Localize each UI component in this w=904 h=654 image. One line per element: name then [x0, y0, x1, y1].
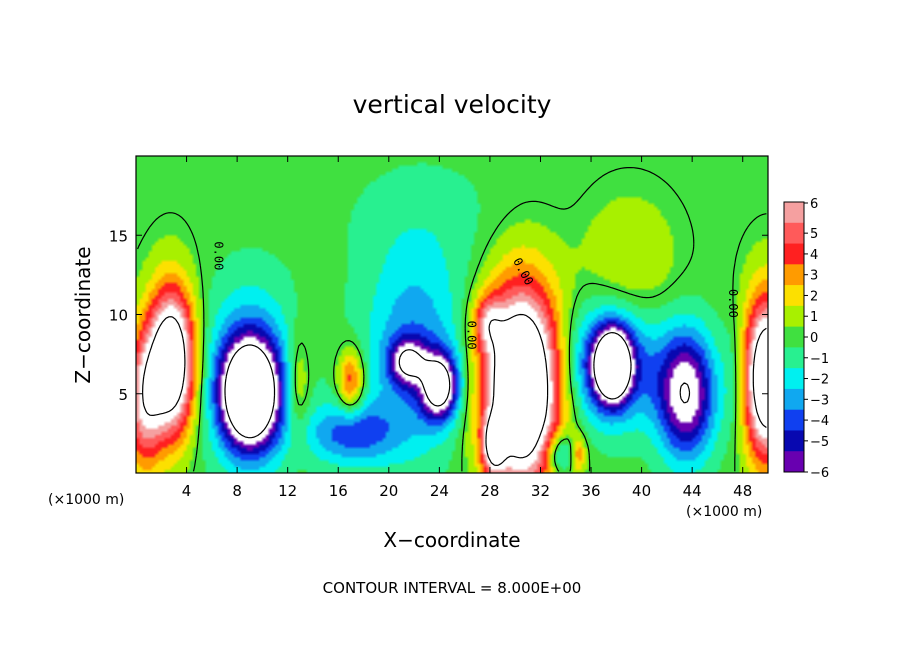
- x-unit-left: (×1000 m): [48, 492, 124, 508]
- x-tick-label: 4: [182, 482, 192, 500]
- colorbar-label: 2: [810, 289, 818, 304]
- y-tick-label: 10: [109, 307, 128, 325]
- colorbar-label: −6: [810, 466, 829, 481]
- velocity-heatmap: [136, 156, 768, 473]
- colorbar-label: 5: [810, 227, 818, 242]
- y-axis-label: Z−coordinate: [71, 246, 95, 383]
- colorbar-swatch: [784, 347, 804, 369]
- colorbar-label: −5: [810, 435, 829, 450]
- colorbar-label: 1: [810, 310, 818, 325]
- colorbar-swatch: [784, 264, 804, 286]
- y-tick-label: 15: [109, 227, 128, 245]
- colorbar-swatch: [784, 285, 804, 307]
- colorbar-swatch: [784, 243, 804, 265]
- contour-line-positive: [142, 313, 767, 466]
- colorbar-label: −1: [810, 352, 829, 367]
- colorbar-swatch: [784, 305, 804, 328]
- contour-label: 0.00: [212, 241, 226, 270]
- x-tick-label: 16: [329, 482, 348, 500]
- x-tick-label: 48: [733, 482, 752, 500]
- colorbar-swatch: [784, 451, 804, 473]
- plot-area: 0.00 0.000.000.00: [135, 155, 769, 474]
- x-tick-label: 24: [430, 482, 449, 500]
- x-tick-label: 40: [632, 482, 651, 500]
- x-axis-ticks: 4 8 12 16 20 24 28 32 36 40 44 48: [182, 156, 752, 500]
- x-tick-label: 28: [480, 482, 499, 500]
- x-unit-right: (×1000 m): [686, 504, 762, 520]
- colorbar-swatch: [784, 222, 804, 244]
- colorbar-swatch: [784, 388, 804, 411]
- x-axis-label: X−coordinate: [383, 528, 520, 552]
- contour-label: 0.00: [726, 289, 740, 318]
- contour-interval-note: CONTOUR INTERVAL = 8.000E+00: [323, 579, 582, 597]
- colorbar-label: 4: [810, 248, 818, 263]
- colorbar-label: 3: [810, 269, 818, 284]
- chart-title: vertical velocity: [353, 90, 552, 119]
- contour-label: 0.00: [464, 321, 478, 350]
- x-tick-label: 44: [683, 482, 702, 500]
- colorbar-frame: [783, 201, 805, 473]
- colorbar-swatch: [784, 368, 804, 390]
- contour-line-zero: [137, 167, 767, 472]
- colorbar-swatch: [784, 430, 804, 452]
- colorbar-label: −3: [810, 393, 829, 408]
- x-tick-label: 20: [379, 482, 398, 500]
- colorbar: 6 5 4 3 2 1 0 −1 −2 −3 −4 −5 −6: [783, 197, 829, 481]
- x-tick-label: 8: [232, 482, 242, 500]
- colorbar-swatch: [784, 202, 804, 224]
- x-tick-label: 32: [531, 482, 550, 500]
- x-tick-label: 12: [278, 482, 297, 500]
- colorbar-label: 0: [810, 331, 818, 346]
- y-axis-ticks: 5 10 15: [109, 227, 768, 404]
- colorbar-swatch: [784, 326, 804, 348]
- colorbar-label: 6: [810, 197, 818, 212]
- colorbar-swatch: [784, 409, 804, 431]
- colorbar-label: −2: [810, 373, 829, 388]
- colorbar-label: −4: [810, 414, 829, 429]
- contour-lines: [137, 167, 767, 472]
- x-tick-label: 36: [581, 482, 600, 500]
- y-tick-label: 5: [118, 386, 128, 404]
- contour-line-negative: [224, 332, 691, 439]
